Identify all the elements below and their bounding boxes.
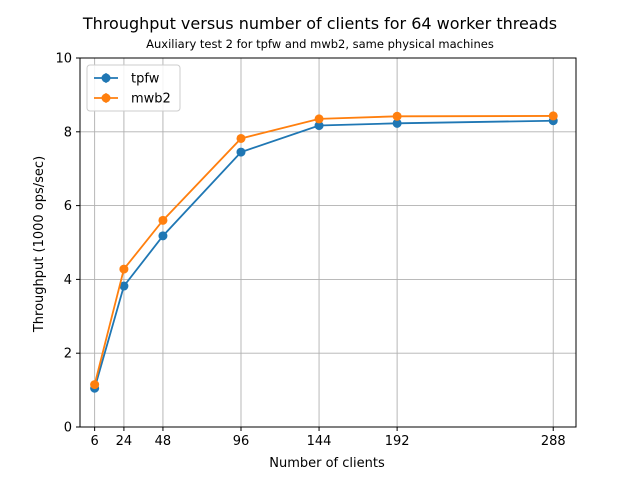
series-line-mwb2 (93, 115, 554, 385)
y-tick-label: 2 (64, 347, 72, 362)
x-tick-label: 288 (541, 434, 566, 449)
x-tick-label: 24 (116, 434, 133, 449)
y-tick-label: 10 (55, 52, 72, 67)
x-tick-label: 48 (155, 434, 172, 449)
plot-frame (79, 57, 577, 428)
x-tick-label: 96 (233, 434, 250, 449)
data-point-mwb2 (236, 133, 246, 143)
data-point-tpfw (314, 121, 324, 131)
x-tick-label: 192 (385, 434, 410, 449)
legend-label-mwb2: mwb2 (131, 92, 171, 107)
y-tick-label: 4 (64, 273, 72, 288)
x-tick-label: 144 (307, 434, 332, 449)
legend-marker-tpfw (101, 73, 111, 83)
data-point-mwb2 (548, 111, 558, 121)
series-line-tpfw (93, 119, 554, 389)
data-point-mwb2 (119, 264, 129, 274)
data-point-mwb2 (314, 114, 324, 124)
legend: tpfw mwb2 (86, 64, 181, 112)
legend-marker-mwb2 (101, 93, 111, 103)
y-tick-label: 0 (64, 421, 72, 436)
grid (80, 57, 576, 428)
series-layer (90, 111, 558, 393)
data-point-mwb2 (392, 111, 402, 121)
chart-title: Throughput versus number of clients for … (82, 14, 557, 33)
series-mwb2 (90, 111, 558, 390)
data-point-tpfw (119, 281, 129, 291)
data-point-tpfw (236, 147, 246, 157)
y-tick-label: 8 (64, 125, 72, 140)
x-axis-label: Number of clients (269, 456, 385, 471)
series-tpfw (90, 116, 558, 393)
data-point-tpfw (392, 118, 402, 128)
data-point-mwb2 (158, 215, 168, 225)
legend-box (86, 64, 181, 112)
x-tick-label: 6 (90, 434, 98, 449)
y-tick-label: 6 (64, 199, 72, 214)
chart-subtitle: Auxiliary test 2 for tpfw and mwb2, same… (146, 37, 494, 51)
data-point-mwb2 (90, 380, 100, 390)
y-axis-label: Throughput (1000 ops/sec) (32, 156, 47, 333)
legend-label-tpfw: tpfw (131, 72, 160, 87)
data-point-tpfw (158, 231, 168, 241)
